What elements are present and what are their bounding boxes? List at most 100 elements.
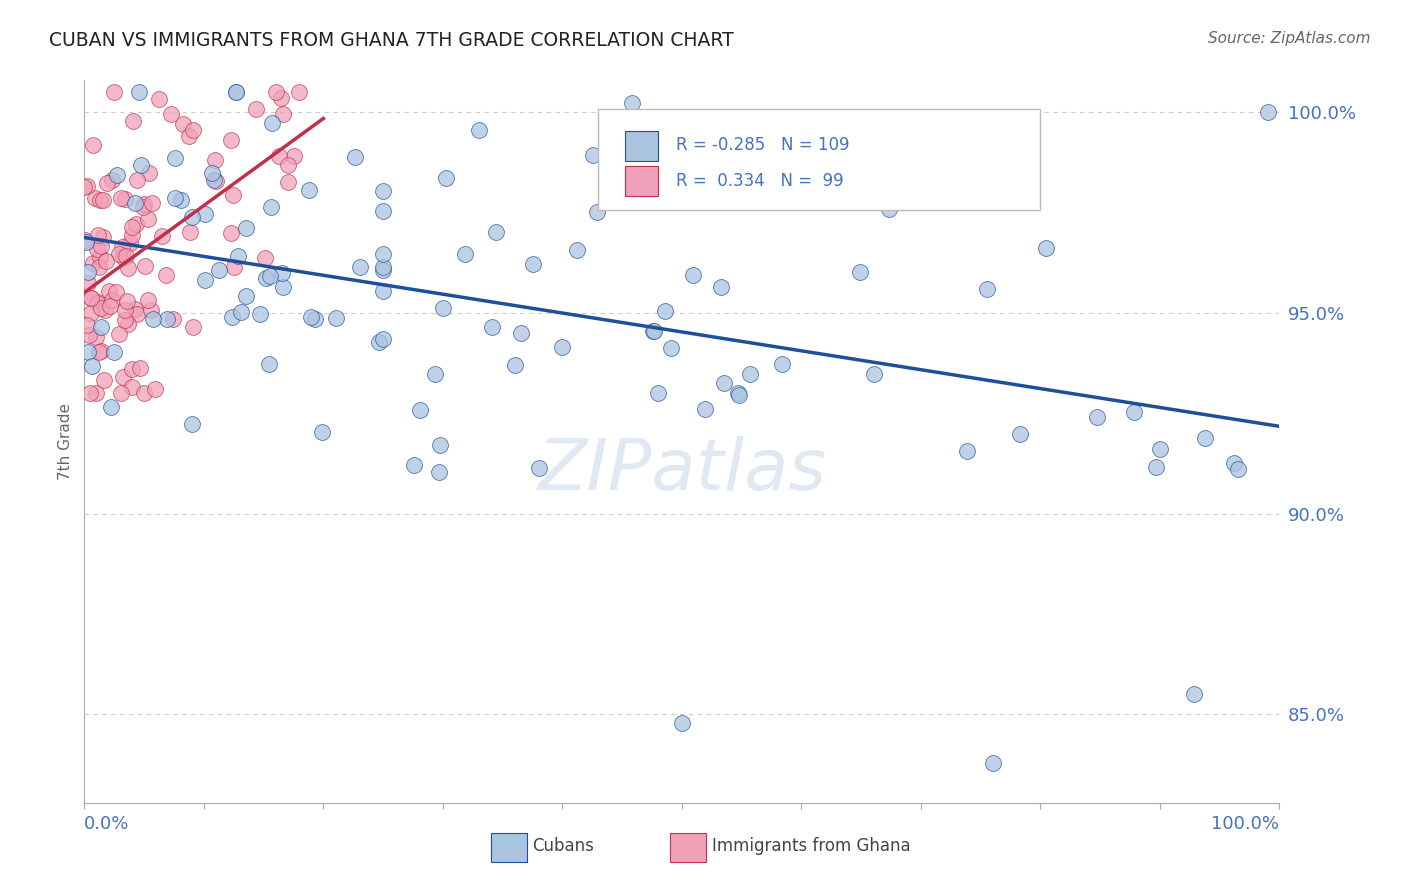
Point (177, 128, 200, 143)
Point (110, 191, 132, 205)
Point (219, 133, 242, 147)
Bar (624, 131, 658, 161)
Point (110, 240, 132, 254)
Point (76, 276, 98, 290)
Point (349, 260, 371, 275)
Point (94, 302, 117, 317)
Point (204, 153, 226, 167)
Bar (624, 166, 658, 196)
Point (226, 249, 249, 263)
Point (181, 122, 204, 136)
Point (434, 170, 457, 185)
Point (91, 193, 114, 207)
Point (86, 242, 108, 256)
Point (283, 149, 305, 163)
Point (956, 443, 979, 458)
Point (257, 357, 280, 371)
Text: 100.0%: 100.0% (1212, 815, 1279, 833)
Point (219, 227, 242, 241)
Point (373, 247, 395, 261)
Text: 0.0%: 0.0% (84, 815, 129, 833)
Point (260, 200, 283, 214)
Point (73, 233, 96, 247)
Point (1257, 105, 1279, 120)
Point (271, 280, 294, 294)
Point (641, 324, 664, 338)
Point (87, 295, 110, 310)
Point (125, 173, 148, 187)
Point (136, 212, 159, 227)
Point (235, 289, 257, 303)
Point (373, 204, 395, 219)
Point (104, 285, 127, 299)
Point (678, 194, 700, 209)
Point (373, 184, 395, 198)
Point (224, 260, 246, 275)
Point (551, 340, 574, 354)
Point (373, 260, 395, 274)
Point (740, 139, 762, 153)
Point (373, 284, 395, 298)
Point (89, 260, 111, 274)
Point (254, 251, 277, 265)
Point (877, 202, 900, 216)
Point (1226, 462, 1249, 476)
Point (93, 373, 115, 387)
Point (77, 265, 100, 279)
Point (80, 291, 103, 305)
Point (727, 388, 749, 402)
Point (90, 239, 112, 253)
Text: ZIPatlas: ZIPatlas (537, 436, 827, 505)
Point (125, 307, 148, 321)
Text: R =  0.334   N =  99: R = 0.334 N = 99 (676, 172, 844, 190)
Point (863, 367, 886, 381)
Point (202, 173, 225, 187)
Point (141, 195, 163, 210)
Point (429, 438, 451, 452)
Text: R = -0.285   N = 109: R = -0.285 N = 109 (676, 136, 849, 154)
Point (373, 332, 395, 346)
Point (1144, 460, 1167, 475)
Point (204, 173, 226, 187)
Point (103, 345, 125, 359)
Point (125, 217, 148, 231)
Point (150, 229, 173, 244)
Point (976, 282, 998, 296)
Point (142, 312, 165, 326)
Point (100, 401, 122, 415)
Point (87, 227, 110, 242)
Point (82, 138, 104, 153)
Point (148, 92, 170, 106)
Point (145, 382, 167, 396)
Point (194, 273, 217, 287)
Point (425, 367, 447, 381)
Text: Immigrants from Ghana: Immigrants from Ghana (711, 838, 911, 855)
Point (132, 386, 155, 401)
Point (124, 195, 146, 210)
Point (738, 367, 761, 381)
Point (1085, 410, 1108, 425)
Point (260, 115, 283, 129)
Point (710, 279, 733, 293)
Point (409, 403, 432, 417)
Point (163, 151, 186, 165)
Point (467, 123, 489, 137)
Point (179, 225, 201, 239)
Text: Cubans: Cubans (533, 838, 595, 855)
Point (117, 261, 139, 276)
Point (77, 344, 100, 359)
Point (79, 306, 101, 320)
Point (128, 86, 150, 100)
Point (172, 117, 194, 131)
Point (1182, 688, 1205, 702)
Point (103, 86, 125, 100)
Point (304, 311, 326, 326)
Point (201, 166, 224, 180)
Point (121, 361, 143, 376)
Point (582, 148, 605, 162)
Point (298, 183, 321, 197)
Point (1194, 431, 1216, 445)
Point (160, 107, 183, 121)
Point (114, 303, 136, 318)
Point (156, 312, 179, 326)
